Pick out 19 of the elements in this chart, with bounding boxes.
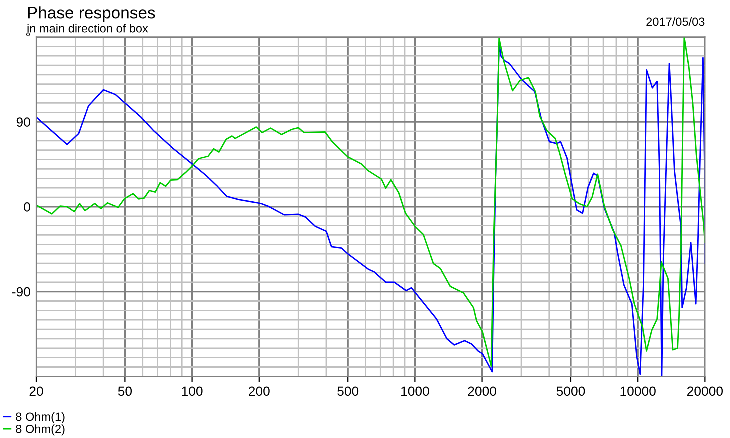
- y-tick-label: °: [26, 32, 30, 36]
- x-tick-label: 20000: [688, 386, 724, 396]
- chart-subtitle: in main direction of box: [28, 24, 148, 33]
- x-tick-label: 100: [182, 386, 203, 396]
- x-tick-label: 10000: [620, 386, 656, 396]
- x-tick-label: 20: [30, 386, 44, 396]
- x-tick-label: 1000: [402, 386, 430, 396]
- legend-label: 8 Ohm(2): [16, 424, 65, 436]
- x-tick-label: 50: [118, 386, 132, 396]
- x-tick-label: 5000: [556, 386, 586, 396]
- y-tick-label: -90: [12, 287, 30, 297]
- chart-title: Phase responses: [28, 6, 156, 22]
- legend-label: 8 Ohm(1): [16, 412, 65, 424]
- y-tick-label: 90: [16, 118, 30, 128]
- y-tick-label: 0: [24, 202, 30, 212]
- x-tick-label: 2000: [468, 386, 496, 396]
- text: 2017/05/03: [646, 17, 705, 26]
- x-tick-label: 200: [249, 386, 270, 396]
- x-tick-label: 500: [338, 386, 359, 396]
